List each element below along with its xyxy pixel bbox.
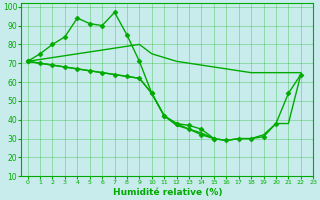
X-axis label: Humidité relative (%): Humidité relative (%) <box>113 188 222 197</box>
